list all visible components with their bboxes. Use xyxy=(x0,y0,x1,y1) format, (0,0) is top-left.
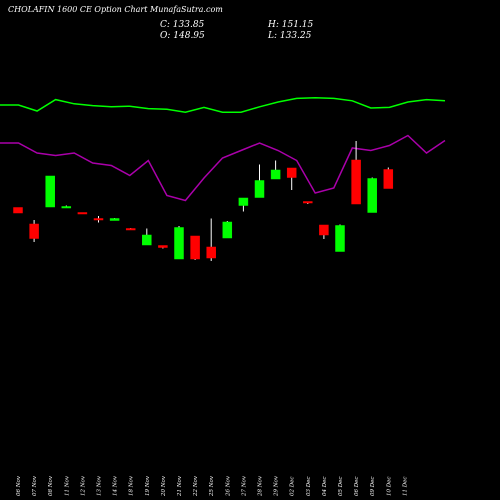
candle-body xyxy=(29,223,39,239)
x-tick-label: 27 Nov xyxy=(241,475,247,497)
x-tick-label: 13 Nov xyxy=(97,475,103,496)
candle-body xyxy=(222,221,233,239)
x-tick-label: 06 Nov xyxy=(16,475,22,496)
candle-body xyxy=(319,224,329,236)
low-value: L: 133.25 xyxy=(267,31,312,41)
candle-body xyxy=(238,197,249,206)
x-tick-label: 04 Dec xyxy=(322,477,328,497)
x-tick-label: 03 Dec xyxy=(306,477,312,497)
candle-body xyxy=(190,235,200,260)
x-tick-label: 22 Nov xyxy=(193,475,199,497)
x-tick-label: 28 Nov xyxy=(258,475,264,497)
x-tick-label: 11 Nov xyxy=(64,475,70,496)
candle-body xyxy=(206,246,216,259)
x-tick-label: 25 Nov xyxy=(209,475,215,497)
x-tick-label: 05 Dec xyxy=(338,477,344,497)
x-tick-label: 12 Nov xyxy=(80,475,86,496)
candle-body xyxy=(174,227,184,260)
x-tick-label: 26 Nov xyxy=(225,475,231,497)
candle-body xyxy=(61,206,72,209)
x-tick-label: 07 Nov xyxy=(32,475,38,496)
candle-body xyxy=(254,180,265,198)
green-indicator-line xyxy=(0,97,446,113)
x-tick-label: 09 Dec xyxy=(370,477,376,497)
candle-body xyxy=(13,207,23,214)
x-axis-ticks: 06 Nov 07 Nov 08 Nov 11 Nov 12 Nov 13 Nov 14 N… xyxy=(16,475,408,497)
candle-body xyxy=(142,234,152,246)
x-tick-label: 29 Nov xyxy=(274,475,280,497)
candle-body xyxy=(303,201,313,204)
candle-body xyxy=(383,169,394,189)
x-tick-label: 08 Nov xyxy=(48,475,54,496)
x-tick-label: 20 Nov xyxy=(161,475,167,497)
purple-indicator-line xyxy=(0,134,446,202)
candles xyxy=(13,141,394,261)
x-tick-label: 11 Dec xyxy=(402,477,408,497)
candle-body xyxy=(367,178,377,213)
candle-body xyxy=(270,169,281,180)
x-tick-label: 06 Dec xyxy=(354,477,360,497)
candle-body xyxy=(125,228,136,231)
indicator-lines xyxy=(0,97,446,202)
x-tick-label: 02 Dec xyxy=(290,477,296,497)
close-value: C: 133.85 xyxy=(160,20,205,30)
candle-body xyxy=(158,245,168,248)
x-tick-label: 18 Nov xyxy=(129,475,135,496)
candle-body xyxy=(109,218,120,221)
high-value: H: 151.15 xyxy=(267,20,314,30)
x-tick-label: 21 Nov xyxy=(177,475,183,497)
x-tick-label: 19 Nov xyxy=(145,475,151,496)
x-tick-label: 14 Nov xyxy=(113,475,119,496)
open-value: O: 148.95 xyxy=(160,31,205,41)
candle-body xyxy=(45,175,55,208)
candle-body xyxy=(335,225,345,252)
chart-title: CHOLAFIN 1600 CE Option Chart MunafaSutr… xyxy=(8,5,223,14)
candle-body xyxy=(77,212,88,215)
x-tick-label: 10 Dec xyxy=(386,477,392,497)
candle-body xyxy=(93,218,104,221)
candle-body xyxy=(286,167,297,178)
candle-body xyxy=(351,159,361,205)
